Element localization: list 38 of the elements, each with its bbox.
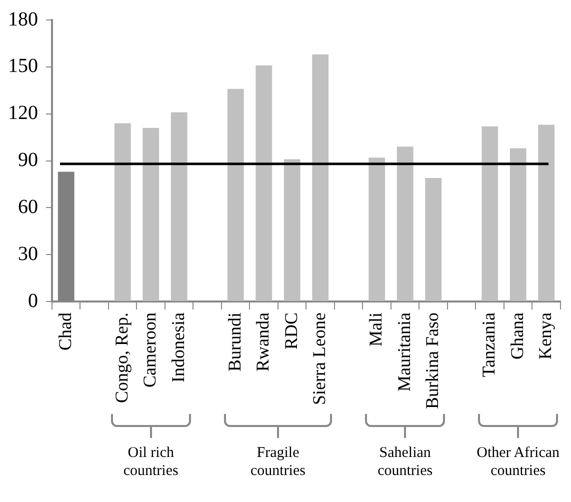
y-tick-label: 120 (8, 102, 38, 124)
x-tick-label: Sierra Leone (309, 312, 330, 405)
x-tick-label: Tanzania (478, 312, 499, 378)
bar (170, 112, 188, 302)
y-tick-label: 180 (8, 8, 38, 30)
text: Fragile countries (249, 444, 306, 480)
x-tick-label: RDC (280, 312, 301, 350)
y-tick-label: 30 (18, 242, 38, 265)
x-tick-label: Rwanda (252, 312, 273, 372)
x-tick-label: Burkina Faso (422, 312, 442, 410)
bar (312, 54, 329, 302)
bar (368, 158, 386, 302)
y-tick-label: 60 (18, 196, 38, 218)
y-tick-label: 90 (18, 149, 38, 171)
x-tick-label: Mauritania (394, 312, 414, 392)
bar (284, 159, 300, 302)
x-tick-label: Indonesia (168, 312, 188, 382)
bar (510, 148, 526, 302)
bar (256, 65, 272, 302)
bar (482, 126, 498, 302)
text: Sahelian countries (376, 444, 434, 480)
bar (396, 146, 414, 302)
x-tick-label: Cameroon (140, 312, 160, 388)
x-tick-label: Kenya (535, 312, 556, 360)
x-tick-label: Mali (366, 312, 386, 347)
y-tick-label: 150 (8, 55, 38, 78)
bar (425, 178, 442, 302)
y-tick-label: 0 (28, 290, 38, 312)
bar (142, 128, 160, 302)
bar (538, 124, 555, 302)
x-tick-label: Burundi (224, 312, 244, 372)
bar (114, 123, 131, 302)
text: Other African countries (476, 444, 561, 480)
bar (227, 88, 244, 302)
text: Oil rich countries (122, 444, 180, 480)
x-tick-label: Congo, Rep. (111, 312, 132, 404)
x-tick-label: Ghana (506, 312, 527, 360)
x-tick-label: Chad (54, 312, 75, 351)
